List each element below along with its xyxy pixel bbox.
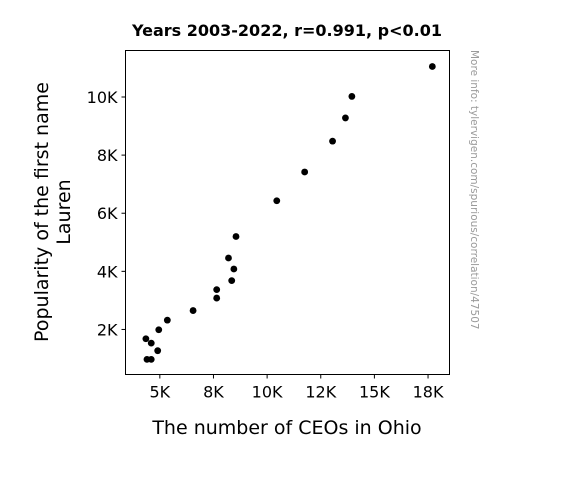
x-tick-label: 15K [359,383,390,402]
x-tick-label: 10K [252,383,283,402]
y-axis-label-line-2: Lauren [53,179,75,244]
y-tick-label: 4K [97,262,118,281]
x-tick-label: 8K [203,383,224,402]
data-point [329,137,336,145]
data-point [189,307,197,314]
data-point [147,339,155,347]
data-points [142,63,436,363]
x-tick-label: 18K [413,383,444,402]
data-point [230,265,238,273]
x-tick-label: 5K [149,383,170,402]
data-point [213,286,221,294]
data-point [225,254,232,262]
data-point [273,197,281,205]
y-tick-label: 8K [97,146,118,165]
data-point [301,168,309,176]
data-point [342,114,349,122]
y-tick-label: 10K [87,88,118,107]
data-point [163,316,171,324]
y-tick-label: 2K [97,320,118,339]
y-axis-label-line-1: Popularity of the first name [31,82,53,342]
plot-area [125,50,450,375]
x-axis-label: The number of CEOs in Ohio [151,417,421,439]
data-point [142,335,150,343]
y-axis-ticks: 2K 4K 6K 8K 10K [87,88,126,339]
data-point [232,233,240,240]
data-point [428,63,436,70]
x-axis-ticks: 5K 8K 10K 12K 15K 18K [149,374,444,402]
watermark-text: More info: tylervigen.com/spurious/corre… [468,50,480,330]
chart-title: Years 2003-2022, r=0.991, p<0.01 [131,21,442,40]
data-point [213,294,221,302]
y-tick-label: 6K [97,204,118,223]
data-point [228,277,236,285]
data-point [348,93,356,100]
x-tick-label: 12K [305,383,336,402]
data-point [147,355,155,363]
data-point [155,326,163,334]
data-point [154,347,162,355]
